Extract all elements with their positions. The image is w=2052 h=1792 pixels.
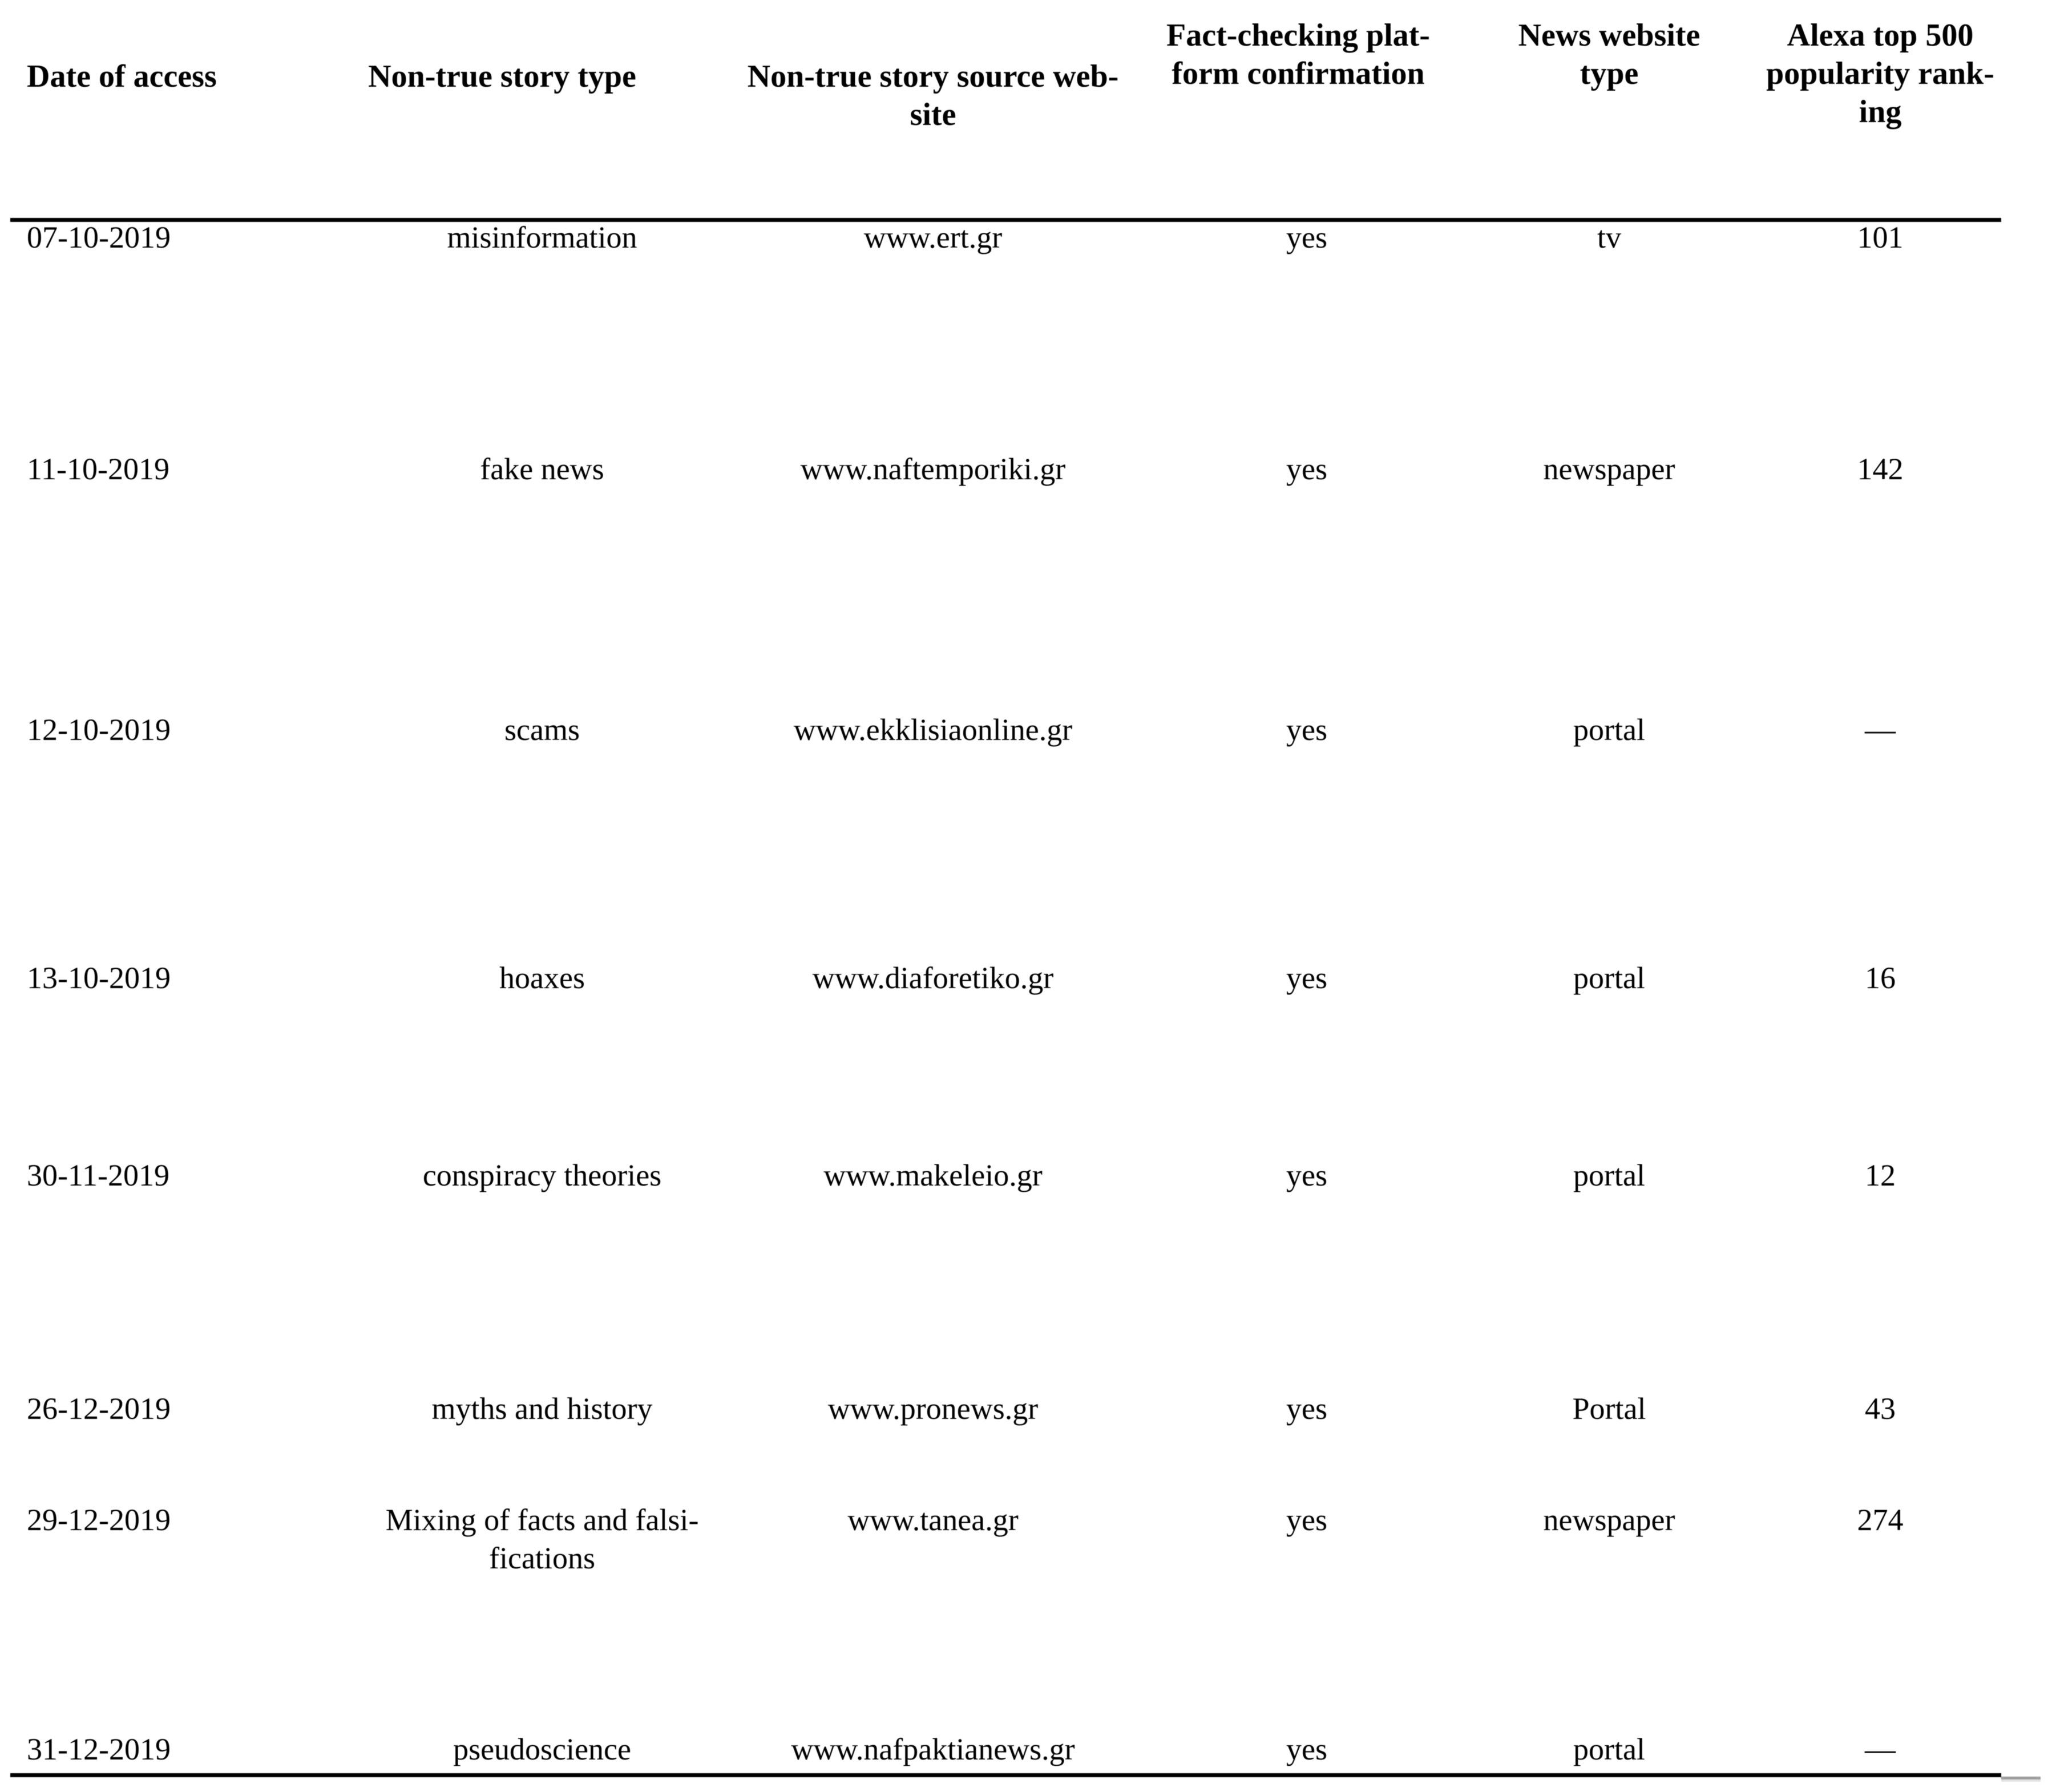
cell-alexa-rank: — <box>1865 713 1896 747</box>
cell-story-type: fake news <box>480 452 604 486</box>
cell-website-type: newspaper <box>1543 1503 1675 1537</box>
cell-story-type: misinformation <box>447 220 637 254</box>
cell-source: www.nafpaktianews.gr <box>791 1732 1075 1766</box>
cell-website-type: Portal <box>1572 1391 1646 1426</box>
cell-date: 31-12-2019 <box>27 1732 171 1766</box>
column-header-non-true-story-type: Non-true story type <box>368 59 636 94</box>
cell-source: www.tanea.gr <box>847 1503 1019 1537</box>
cell-story-type: conspiracy theories <box>422 1158 662 1192</box>
cell-fact-check: yes <box>1286 1391 1327 1426</box>
cell-alexa-rank: 101 <box>1857 220 1904 254</box>
cell-alexa-rank: 16 <box>1865 961 1896 995</box>
cell-source: www.ert.gr <box>863 220 1003 254</box>
cell-fact-check: yes <box>1286 1158 1327 1192</box>
cell-alexa-rank: 274 <box>1857 1503 1904 1537</box>
cell-fact-check: yes <box>1286 713 1327 747</box>
cell-fact-check: yes <box>1286 452 1327 486</box>
cell-alexa-rank: 142 <box>1857 452 1904 486</box>
cell-fact-check: yes <box>1286 961 1327 995</box>
cell-fact-check: yes <box>1286 1503 1327 1537</box>
cell-alexa-rank: 12 <box>1865 1158 1896 1192</box>
cell-date: 13-10-2019 <box>27 961 171 995</box>
cell-date: 30-11-2019 <box>27 1158 169 1192</box>
table-top-rule <box>10 218 2001 222</box>
horizontal-scrollbar-fragment[interactable] <box>2001 1777 2041 1782</box>
column-header-alexa-ranking: Alexa top 500 popularity rank- ing <box>1766 18 1994 130</box>
cell-story-type: hoaxes <box>499 961 585 995</box>
cell-fact-check: yes <box>1286 220 1327 254</box>
cell-date: 12-10-2019 <box>27 713 171 747</box>
cell-fact-check: yes <box>1286 1732 1327 1766</box>
column-header-fact-checking: Fact-checking plat- form confirmation <box>1166 18 1430 91</box>
cell-source: www.diaforetiko.gr <box>812 961 1054 995</box>
cell-website-type: portal <box>1573 961 1645 995</box>
cell-story-type: Mixing of facts and falsi- fications <box>385 1503 699 1575</box>
cell-alexa-rank: 43 <box>1865 1391 1896 1426</box>
cell-story-type: myths and history <box>431 1391 653 1426</box>
cell-website-type: newspaper <box>1543 452 1675 486</box>
cell-date: 07-10-2019 <box>27 220 171 254</box>
cell-website-type: portal <box>1573 1158 1645 1192</box>
cell-source: www.pronews.gr <box>827 1391 1039 1426</box>
cell-date: 29-12-2019 <box>27 1503 171 1537</box>
cell-date: 26-12-2019 <box>27 1391 171 1426</box>
column-header-source-website: Non-true story source web- site <box>747 59 1119 132</box>
cell-source: www.makeleio.gr <box>823 1158 1043 1192</box>
table-bottom-rule <box>10 1773 2001 1777</box>
cell-source: www.ekklisiaonline.gr <box>793 713 1073 747</box>
cell-website-type: portal <box>1573 713 1645 747</box>
cell-website-type: tv <box>1597 220 1621 254</box>
cell-website-type: portal <box>1573 1732 1645 1766</box>
cell-date: 11-10-2019 <box>27 452 169 486</box>
cell-source: www.naftemporiki.gr <box>800 452 1066 486</box>
column-header-date-of-access: Date of access <box>27 59 217 94</box>
cell-alexa-rank: — <box>1865 1732 1896 1766</box>
column-header-news-website-type: News website type <box>1518 18 1700 91</box>
cell-story-type: scams <box>504 713 580 747</box>
cell-story-type: pseudoscience <box>453 1732 631 1766</box>
